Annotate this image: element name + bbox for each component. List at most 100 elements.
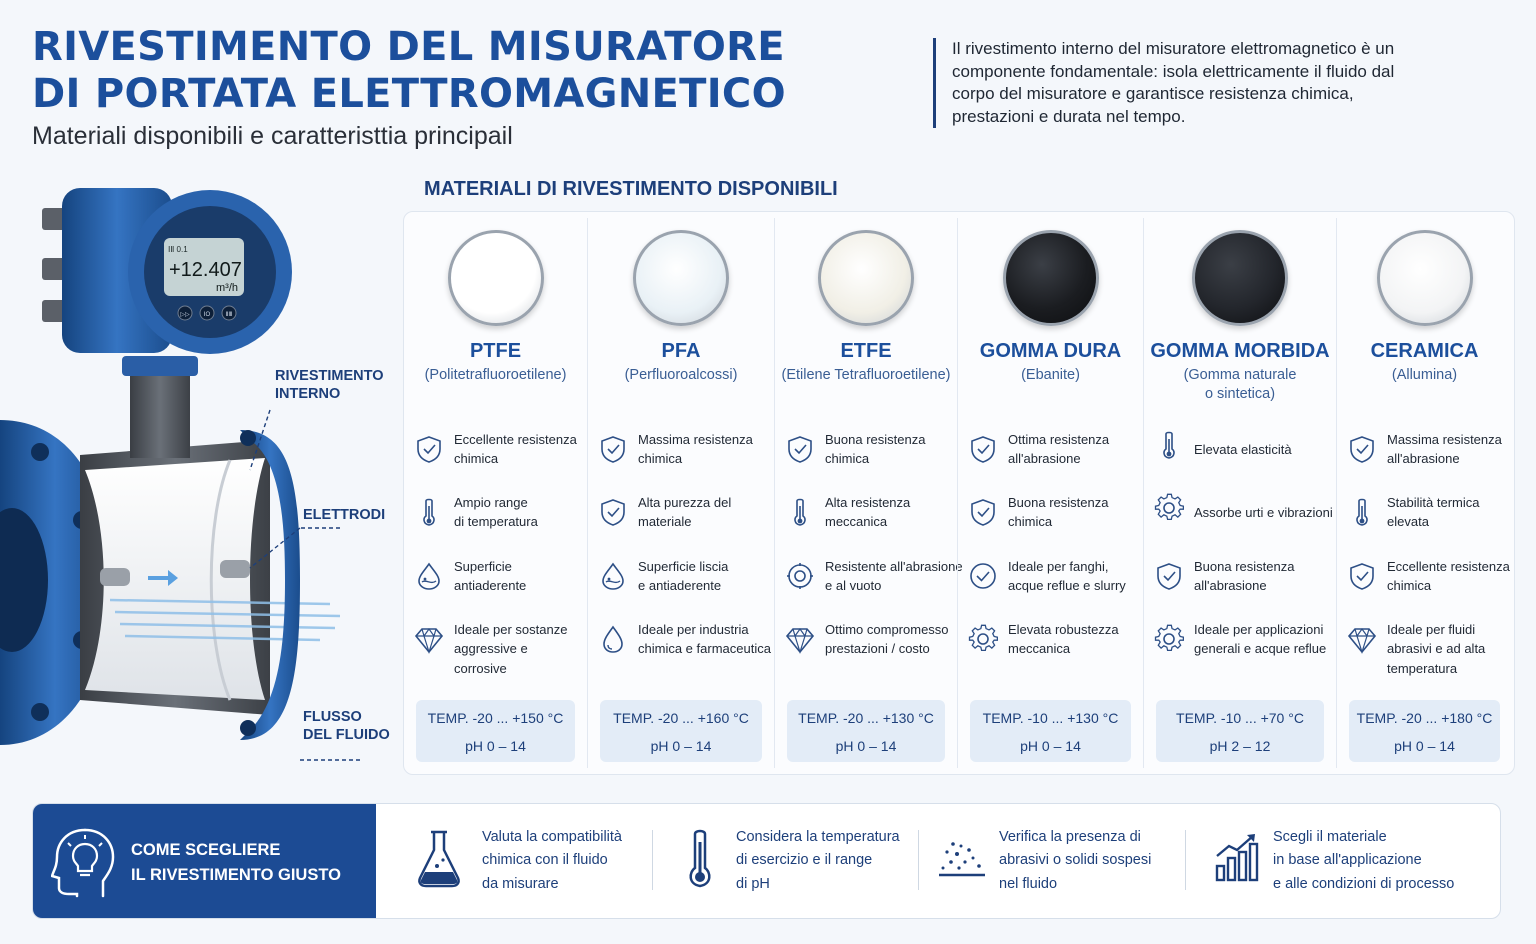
- material-feature: Ideale per industria chimica e farmaceuti…: [638, 620, 772, 659]
- material-column-3: ETFE (Etilene Tetrafluoroetilene) Buona re…: [775, 212, 963, 772]
- material-column-1: PTFE (Politetrafluoroetilene) Eccellente r…: [404, 212, 587, 772]
- material-feature-line: all'abrasione: [1194, 578, 1267, 594]
- material-subtitle: (Gomma naturale o sintetica): [1144, 366, 1336, 404]
- material-feature: Buona resistenza chimica: [1008, 493, 1141, 532]
- material-feature-line: Buona resistenza: [1194, 559, 1295, 574]
- material-feature: Ideale per applicazioni generali e acque …: [1194, 620, 1334, 659]
- material-temp-range: TEMP. -20 ... +150 °C: [427, 710, 564, 726]
- column-divider: [1143, 218, 1144, 768]
- material-subtitle-line: (Ebanite): [1021, 367, 1080, 383]
- column-divider: [774, 218, 775, 768]
- selection-guide: COME SCEGLIERE IL RIVESTIMENTO GIUSTO Va…: [32, 803, 1501, 919]
- drop-repel-icon: [602, 562, 624, 590]
- material-feature-line: Ideale per fluidi: [1387, 622, 1476, 637]
- material-feature: Resistente all'abrasione e al vuoto: [825, 557, 963, 596]
- guide-step-1-line-2: chimica con il fluido: [482, 852, 608, 869]
- material-feature-line: Massima resistenza: [638, 432, 753, 447]
- gear-icon: [1154, 493, 1184, 521]
- material-name: ETFE: [840, 340, 892, 362]
- flask-icon: [418, 830, 460, 888]
- material-feature: Eccellente resistenza chimica: [1387, 557, 1510, 596]
- diamond-icon: [1347, 627, 1377, 654]
- guide-step-1-line-1: Valuta la compatibilità: [482, 829, 622, 845]
- callout-electrodes: ELETTRODI: [303, 507, 386, 523]
- material-feature-line: Ottimo compromesso: [825, 622, 949, 637]
- shield-check-icon: [601, 499, 625, 526]
- material-name: PTFE: [469, 340, 522, 362]
- flow-meter-illustration: ⅠⅡ 0.1 +12.407 m³/h ▷▷ ⅠO ⅡⅢ: [0, 188, 360, 761]
- drop-repel-icon: [418, 562, 440, 590]
- guide-step-2: Considera la temperatura di esercizio e …: [736, 826, 900, 896]
- material-ph-range: pH 0 – 14: [1394, 738, 1455, 754]
- shield-check-icon: [1350, 436, 1374, 463]
- material-feature-line: meccanica: [825, 514, 888, 530]
- callout-flow: FLUSSO DEL FLUIDO: [303, 708, 390, 744]
- material-ph-range: pH 0 – 14: [650, 738, 712, 754]
- material-feature-line: all'abrasione: [1008, 451, 1081, 467]
- display-unit: m³/h: [216, 282, 238, 294]
- material-feature-line: materiale: [638, 514, 692, 530]
- thermometer-icon: [689, 829, 711, 888]
- material-name: PFA: [661, 340, 701, 362]
- material-feature-line: chimica: [825, 451, 870, 467]
- material-feature-line: Superficie: [454, 559, 512, 574]
- guide-step-4-line-1: Scegli il materiale: [1273, 829, 1387, 845]
- page-title: RIVESTIMENTO DEL MISURATORE DI PORTATA E…: [32, 24, 786, 118]
- guide-step-1-line-3: da misurare: [482, 875, 559, 892]
- material-name: CERAMICA: [1370, 340, 1479, 362]
- material-feature: Ideale per fanghi, acque reflue e slurry: [1008, 557, 1141, 596]
- material-feature-line: temperatura: [1387, 660, 1458, 676]
- materials-panel: [403, 211, 1515, 775]
- material-subtitle: (Perfluoroalcossi): [588, 366, 774, 385]
- intro-text: Il rivestimento interno del misuratore e…: [933, 38, 1432, 129]
- material-name: GOMMA MORBIDA: [1150, 340, 1330, 362]
- material-feature-line: abrasivi e ad alta: [1387, 641, 1486, 657]
- material-column-4: GOMMA DURA (Ebanite) Ottima resistenza all'…: [958, 212, 1143, 772]
- guide-step-2-line-3: di pH: [736, 875, 770, 892]
- material-feature: Assorbe urti e vibrazioni: [1194, 503, 1334, 522]
- material-sample-disk: [1376, 230, 1473, 326]
- guide-step-2-line-2: di esercizio e il range: [736, 852, 873, 869]
- shield-check-icon: [971, 436, 995, 463]
- guide-step-3-line-2: abrasivi o solidi sospesi: [999, 852, 1152, 869]
- diamond-icon: [414, 627, 444, 654]
- material-spec-box: TEMP. -20 ... +160 °C pH 0 – 14: [600, 700, 762, 762]
- material-feature: Elevata elasticità: [1194, 440, 1334, 459]
- material-feature-line: Elevata robustezza: [1008, 622, 1119, 637]
- drop-icon: [603, 625, 623, 653]
- material-feature: Stabilità termica elevata: [1387, 493, 1510, 532]
- materials-section-title: MATERIALI DI RIVESTIMENTO DISPONIBILI: [424, 178, 838, 200]
- material-column-2: PFA (Perfluoroalcossi) Massima resistenza c…: [588, 212, 774, 772]
- display-small-text: ⅠⅡ 0.1: [168, 245, 188, 254]
- material-feature: Ottima resistenza all'abrasione: [1008, 430, 1141, 469]
- display-button-1: ▷▷: [180, 312, 190, 318]
- material-subtitle: (Politetrafluoroetilene): [404, 366, 587, 385]
- material-feature: Alta purezza del materiale: [638, 493, 772, 532]
- material-feature: Buona resistenza chimica: [825, 430, 955, 469]
- material-feature-line: Eccellente resistenza: [454, 432, 577, 447]
- selection-guide-title: COME SCEGLIERE IL RIVESTIMENTO GIUSTO: [131, 838, 341, 888]
- selection-guide-title-line-2: IL RIVESTIMENTO GIUSTO: [131, 866, 341, 884]
- material-feature-line: Resistente all'abrasione: [825, 559, 963, 574]
- thermometer-icon: [794, 498, 806, 526]
- material-feature-line: chimica: [1387, 578, 1432, 594]
- display-value: +12.407: [169, 259, 242, 281]
- material-feature: Ottimo compromesso prestazioni / costo: [825, 620, 955, 659]
- material-ph-range: pH 2 – 12: [1209, 738, 1271, 754]
- display-button-2: ⅠO: [204, 312, 211, 318]
- material-sample-disk: [633, 230, 729, 326]
- material-subtitle: (Allumina): [1337, 366, 1512, 385]
- thermometer-icon: [1356, 498, 1368, 526]
- diamond-icon: [785, 627, 815, 654]
- material-feature: Alta resistenza meccanica: [825, 493, 955, 532]
- material-subtitle-line: (Politetrafluoroetilene): [424, 367, 567, 383]
- guide-divider: [652, 830, 653, 890]
- material-temp-range: TEMP. -20 ... +160 °C: [613, 710, 749, 726]
- guide-step-4-line-2: in base all'applicazione: [1273, 852, 1422, 869]
- callout-flow-line-1: FLUSSO: [303, 709, 362, 725]
- material-subtitle-line: (Gomma naturale: [1183, 367, 1297, 383]
- material-feature-line: Ampio range: [454, 495, 528, 510]
- material-spec-box: TEMP. -20 ... +130 °C pH 0 – 14: [787, 700, 945, 762]
- material-sample-disk: [1002, 230, 1099, 326]
- material-spec-box: TEMP. -20 ... +150 °C pH 0 – 14: [416, 700, 575, 762]
